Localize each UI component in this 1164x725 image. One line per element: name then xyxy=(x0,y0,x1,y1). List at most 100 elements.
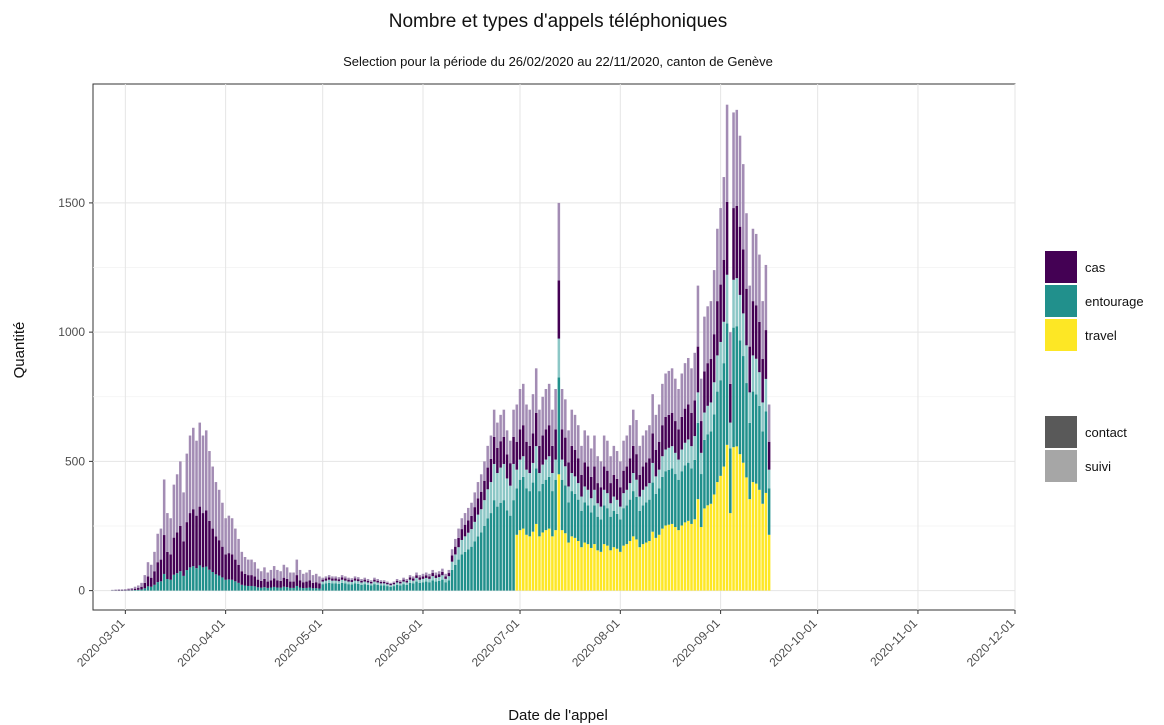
bar-segment xyxy=(667,524,671,591)
bar-segment xyxy=(457,528,460,538)
bar-segment xyxy=(661,476,664,529)
bar-segment xyxy=(340,575,344,578)
bar-segment xyxy=(412,578,415,581)
bar-segment xyxy=(622,470,625,494)
bar-segment xyxy=(353,580,357,584)
bar-segment xyxy=(441,568,444,572)
bar-segment xyxy=(331,583,334,591)
y-tick-label: 500 xyxy=(65,454,85,468)
bar-segment xyxy=(421,573,425,577)
bar-segment xyxy=(544,459,548,480)
bar-segment xyxy=(431,573,434,577)
bar-segment xyxy=(289,587,292,591)
bar-segment xyxy=(334,583,337,591)
bar-segment xyxy=(654,476,658,494)
bar-segment xyxy=(389,585,392,587)
bar-segment xyxy=(674,378,677,422)
bar-segment xyxy=(602,489,606,506)
bar-segment xyxy=(441,579,444,591)
bar-segment xyxy=(615,451,619,479)
bar-segment xyxy=(651,531,654,591)
x-tick-label: 2020-07-01 xyxy=(469,616,523,670)
bar-segment xyxy=(376,578,379,581)
bar-segment xyxy=(725,201,729,275)
bar-segment xyxy=(570,445,574,474)
bar-segment xyxy=(424,581,428,591)
bar-segment xyxy=(538,536,541,591)
bar-segment xyxy=(599,506,603,520)
bar-segment xyxy=(253,586,257,591)
bar-segment xyxy=(386,582,389,585)
bar-segment xyxy=(295,575,299,586)
bar-segment xyxy=(738,135,742,227)
bar-segment xyxy=(162,535,166,574)
bar-segment xyxy=(369,581,373,584)
bar-segment xyxy=(340,579,344,583)
bar-segment xyxy=(531,462,535,483)
bar-segment xyxy=(541,464,544,484)
bar-segment xyxy=(729,332,732,384)
bar-segment xyxy=(473,521,477,542)
bar-segment xyxy=(379,581,383,584)
bar-segment xyxy=(525,488,528,535)
bar-segment xyxy=(198,422,202,507)
bar-segment xyxy=(657,441,661,470)
bar-segment xyxy=(686,357,690,405)
bar-segment xyxy=(492,409,496,437)
bar-segment xyxy=(719,341,722,381)
bar-segment xyxy=(486,489,489,519)
bar-segment xyxy=(680,416,684,450)
bar-segment xyxy=(622,440,625,471)
bar-segment xyxy=(489,513,493,591)
bar-segment xyxy=(166,578,169,591)
bar-segment xyxy=(137,585,140,589)
bar-segment xyxy=(764,264,768,331)
bar-segment xyxy=(699,452,703,475)
bar-segment xyxy=(463,513,467,525)
bar-segment xyxy=(483,500,486,526)
bar-segment xyxy=(745,213,748,289)
bar-segment xyxy=(360,582,363,585)
bar-segment xyxy=(509,515,512,591)
bar-segment xyxy=(534,446,538,469)
bar-segment xyxy=(667,447,671,470)
bar-segment xyxy=(583,462,586,487)
legend-alpha-label: suivi xyxy=(1085,459,1111,474)
bar-segment xyxy=(224,554,227,580)
bar-segment xyxy=(699,421,703,453)
bar-segment xyxy=(279,571,282,581)
bar-segment xyxy=(541,532,544,591)
bar-segment xyxy=(583,430,586,463)
bar-segment xyxy=(276,587,279,591)
bar-segment xyxy=(703,371,706,413)
bar-segment xyxy=(188,435,192,514)
bar-segment xyxy=(479,509,483,533)
bar-segment xyxy=(693,352,696,401)
bar-segment xyxy=(570,491,574,537)
bar-segment xyxy=(738,226,742,295)
bar-segment xyxy=(505,454,509,479)
bar-segment xyxy=(450,569,454,591)
x-tick-label: 2020-06-01 xyxy=(372,616,426,670)
bar-segment xyxy=(631,536,635,591)
x-tick-label: 2020-03-01 xyxy=(74,616,128,670)
bar-segment xyxy=(670,368,674,413)
bar-segment xyxy=(179,525,182,572)
bar-segment xyxy=(505,510,509,591)
bar-segment xyxy=(418,575,422,578)
bar-segment xyxy=(298,569,302,581)
bar-segment xyxy=(619,519,622,552)
bar-segment xyxy=(140,589,143,591)
bar-segment xyxy=(528,445,531,474)
bar-segment xyxy=(683,408,687,443)
bar-segment xyxy=(528,536,531,591)
bar-segment xyxy=(680,373,684,417)
bar-segment xyxy=(437,571,441,575)
bar-segment xyxy=(373,581,376,585)
bar-segment xyxy=(661,456,664,477)
bar-segment xyxy=(114,589,117,591)
bar-segment xyxy=(515,441,519,470)
y-axis-title: Quantité xyxy=(11,322,28,379)
bar-segment xyxy=(159,581,163,591)
bar-segment xyxy=(716,391,719,483)
